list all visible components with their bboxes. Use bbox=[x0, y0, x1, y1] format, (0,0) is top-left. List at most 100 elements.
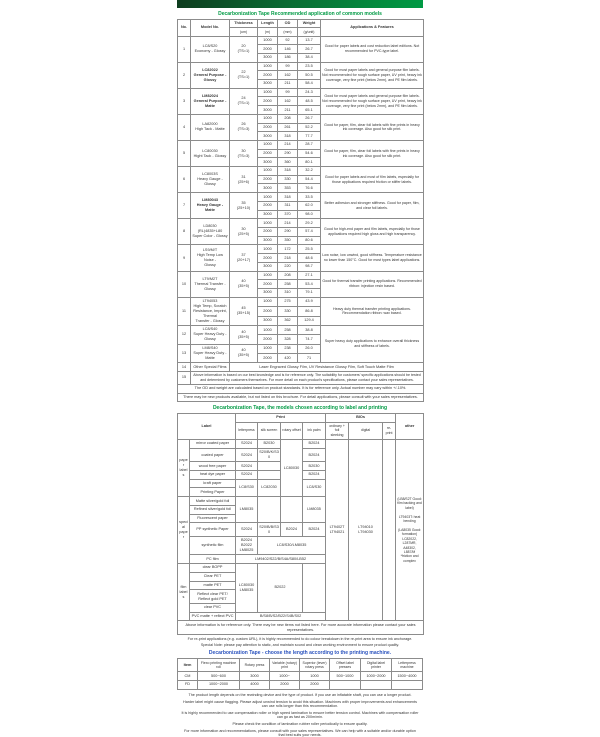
content-column: Decarbonization Tape Recommended applica… bbox=[176, 0, 425, 737]
cell: 48.5 bbox=[297, 96, 321, 107]
cell: S2024 bbox=[235, 470, 259, 480]
cell: 1000 bbox=[257, 296, 278, 308]
table-row: 3000 362 129.4 bbox=[178, 315, 424, 327]
cell: Above information is for reference only.… bbox=[176, 620, 425, 635]
footer: The product length depends on the rewind… bbox=[177, 693, 423, 737]
column-header: (g/unit) bbox=[297, 27, 321, 37]
cell: 20 (TS=1) bbox=[229, 35, 258, 63]
cell: 310 bbox=[277, 287, 298, 298]
table-row: 2000 290 54.6 bbox=[178, 148, 424, 159]
cell: mirror coated paper bbox=[188, 438, 237, 449]
cell: coated paper bbox=[188, 447, 237, 463]
cell: 3000 bbox=[257, 287, 278, 298]
cell: Good for paper labels and most of film l… bbox=[320, 166, 424, 194]
cell: S2024 bbox=[235, 461, 259, 471]
cell: 35 (25+10) bbox=[229, 192, 258, 220]
footer-line: The product length depends on the rewind… bbox=[188, 692, 412, 697]
cell: 24 (TS=1) bbox=[229, 87, 258, 115]
cell: PP synthetic Paper bbox=[188, 522, 237, 537]
cell: Good for paper labels and cost reduction… bbox=[320, 35, 424, 63]
cell: paper labels bbox=[177, 438, 190, 498]
cell: There may be new products available, but… bbox=[177, 392, 424, 403]
table-row: coated paper S2024 S20/B/K/S30 B2024 bbox=[178, 447, 424, 463]
column-header: No. bbox=[177, 18, 191, 37]
column-header: rotary offset bbox=[280, 421, 304, 440]
cell: 29.2 bbox=[297, 218, 321, 228]
cell: Fluorescent paper bbox=[188, 513, 237, 524]
cell: LC8/S20 Economy - Glossy bbox=[190, 35, 230, 63]
cell bbox=[329, 679, 361, 690]
cell: 3000 bbox=[239, 671, 270, 681]
column-header: Digital label printer bbox=[360, 658, 392, 673]
cell: 3000 bbox=[257, 235, 278, 246]
cell: Good for high-end paper and film labels,… bbox=[320, 218, 424, 246]
cell: 77.7 bbox=[297, 131, 321, 141]
cell: 290 bbox=[277, 227, 298, 237]
cell: 65.1 bbox=[297, 105, 321, 115]
column-header: Length bbox=[257, 18, 278, 29]
cell: LA82000 High Tack - Matte bbox=[190, 113, 230, 141]
cell: 2 bbox=[177, 61, 191, 89]
cell: 258 bbox=[277, 325, 298, 336]
cell: B/S8/B/S2/B22/S4B/S02 bbox=[235, 611, 327, 622]
cell: 214 bbox=[277, 218, 298, 228]
cell: LM8035 bbox=[235, 496, 259, 524]
table-row: 4 LA82000 High Tack - Matte 26 (TS=3) 1000 2… bbox=[177, 113, 424, 141]
compatibility-table-grid: Label Print BIOs other letterpress silk scree… bbox=[176, 412, 425, 635]
cell: 2000 bbox=[257, 44, 278, 54]
cell: Clear PET bbox=[188, 571, 237, 582]
column-header: Label bbox=[176, 412, 237, 440]
cell: 99 bbox=[277, 61, 298, 72]
table-row: 6 LC8003S Heavy Gauge - Glossy 31 (25+6) 10… bbox=[177, 166, 424, 194]
cell: 500~600 bbox=[197, 671, 240, 681]
cell: 6 bbox=[177, 166, 191, 194]
cell: S20/B/K/S30 bbox=[257, 447, 282, 463]
column-header: Model No. bbox=[190, 18, 230, 37]
cell: LC8/S30 bbox=[302, 478, 327, 498]
cell: 37 (20+17) bbox=[229, 244, 258, 272]
cell: 40 (35+5) bbox=[229, 270, 258, 298]
cell: 52.2 bbox=[297, 122, 321, 133]
header-bar bbox=[177, 0, 423, 8]
footer-line: It is highly recommended to use compensa… bbox=[181, 711, 419, 720]
cell: 208 bbox=[277, 113, 298, 124]
cell bbox=[257, 461, 282, 471]
cell: 30 (25+5) bbox=[229, 218, 258, 246]
cell: 3000 bbox=[257, 52, 278, 63]
cell: 2000 bbox=[257, 148, 278, 159]
cell: 2000 bbox=[257, 70, 278, 81]
cell: 28.7 bbox=[297, 139, 321, 150]
column-header: (um) bbox=[229, 27, 258, 37]
cell: LC82030 bbox=[257, 478, 282, 498]
column-header: BIOs bbox=[325, 412, 397, 423]
page-title: Decarbonization Tape Recommended applica… bbox=[218, 10, 382, 17]
cell: B2024 bbox=[302, 447, 327, 463]
column-header: Item bbox=[177, 658, 198, 673]
table-row: Label Print BIOs other bbox=[176, 412, 425, 440]
cell: 15 bbox=[177, 370, 191, 385]
cell: 53.4 bbox=[297, 279, 321, 289]
cell: 162 bbox=[277, 70, 298, 81]
footer-line: Please check the condition of lamination… bbox=[232, 722, 368, 727]
cell: LT94053 High Temp, Scratch Resistance, I… bbox=[190, 296, 230, 327]
cell: 2000 bbox=[299, 679, 330, 690]
table-row: synthetic film B2024 B2022 LM8025 LC8/S30/… bbox=[178, 535, 424, 556]
table-row: CM 500~600 3000 1000~ 1000 500~1000 1000~2000 1… bbox=[177, 671, 423, 681]
cell: 26.0 bbox=[297, 343, 321, 354]
cell: 1000 bbox=[257, 87, 278, 98]
compatibility-table: Label Print BIOs other letterpress silk scree… bbox=[176, 412, 425, 635]
cell: LC8003S Heavy Gauge - Glossy bbox=[190, 166, 230, 194]
cell: 92 bbox=[277, 35, 298, 46]
cell: 57.4 bbox=[297, 227, 321, 237]
cell: 311 bbox=[277, 200, 298, 211]
column-header: Thickness bbox=[229, 18, 258, 29]
cell: 40 (35+5) bbox=[229, 325, 258, 345]
cell: B2024 bbox=[302, 522, 327, 537]
cell: 71 bbox=[297, 352, 321, 364]
cell bbox=[382, 438, 397, 622]
cell: 45 (35+15) bbox=[229, 296, 258, 327]
cell: matte PET bbox=[188, 580, 237, 591]
cell: 1000 bbox=[257, 35, 278, 46]
column-header: Print bbox=[235, 412, 327, 423]
cell: 79.1 bbox=[297, 287, 321, 298]
